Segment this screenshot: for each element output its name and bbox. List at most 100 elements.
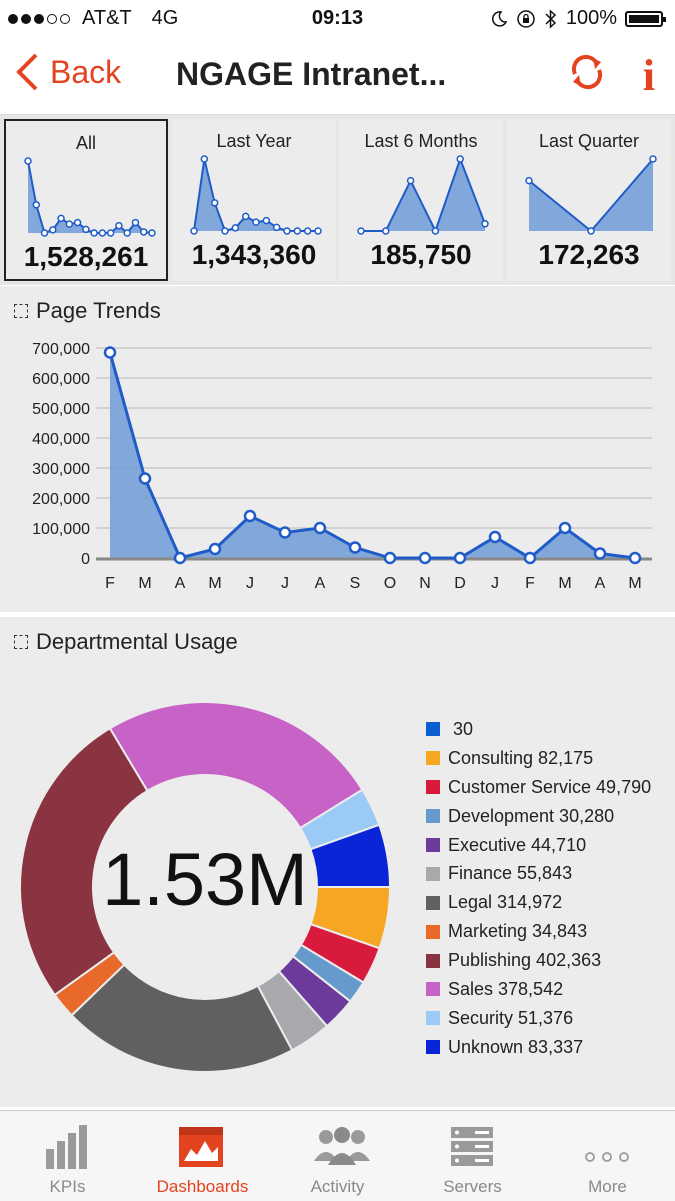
- tab-label: Activity: [270, 1177, 405, 1197]
- sparkline-point: [42, 230, 48, 236]
- refresh-button[interactable]: [567, 52, 607, 97]
- trend-point[interactable]: [105, 348, 115, 358]
- tile-value: 1,343,360: [172, 239, 336, 271]
- legend-item[interactable]: Unknown 83,337: [426, 1033, 651, 1062]
- trend-point[interactable]: [560, 523, 570, 533]
- chart-legend: 30 Consulting 82,175 Customer Service 49,7…: [426, 715, 651, 1062]
- more-dots-icon: [582, 1123, 632, 1171]
- expand-icon[interactable]: [14, 304, 28, 318]
- legend-label: Finance 55,843: [448, 863, 572, 884]
- x-tick-label: J: [281, 575, 289, 592]
- legend-item[interactable]: Finance 55,843: [426, 859, 651, 888]
- tile-label: All: [6, 133, 166, 154]
- legend-label: Unknown 83,337: [448, 1037, 583, 1058]
- y-tick-label: 400,000: [32, 431, 90, 448]
- legend-label: Executive 44,710: [448, 835, 586, 856]
- tab-label: KPIs: [0, 1177, 135, 1197]
- legend-label: Consulting 82,175: [448, 748, 593, 769]
- trend-point[interactable]: [315, 523, 325, 533]
- sparkline-point: [294, 228, 300, 234]
- legend-swatch: [426, 722, 440, 736]
- legend-item[interactable]: Publishing 402,363: [426, 946, 651, 975]
- x-tick-label: F: [525, 575, 535, 592]
- tile-last-quarter[interactable]: Last Quarter 172,263: [507, 119, 671, 281]
- tab-dashboards[interactable]: Dashboards: [135, 1111, 270, 1201]
- tab-kpis[interactable]: KPIs: [0, 1111, 135, 1201]
- expand-icon[interactable]: [14, 635, 28, 649]
- tile-label: Last Year: [172, 131, 336, 152]
- x-tick-label: A: [175, 575, 186, 592]
- bar-chart-icon: [42, 1123, 92, 1171]
- sparkline-area: [361, 159, 485, 231]
- trend-point[interactable]: [210, 544, 220, 554]
- sparkline-point: [149, 230, 155, 236]
- trend-point[interactable]: [140, 474, 150, 484]
- trend-point[interactable]: [385, 553, 395, 563]
- trend-point[interactable]: [525, 553, 535, 563]
- x-tick-label: O: [384, 575, 396, 592]
- legend-swatch: [426, 925, 440, 939]
- x-tick-label: M: [628, 575, 641, 592]
- sparkline-point: [191, 228, 197, 234]
- page-trends-chart: 700,000600,000500,000400,000300,000200,0…: [0, 326, 675, 606]
- y-tick-label: 100,000: [32, 521, 90, 538]
- back-button[interactable]: Back: [14, 52, 121, 92]
- trend-point[interactable]: [630, 553, 640, 563]
- sparkline-point: [650, 156, 656, 162]
- legend-swatch: [426, 896, 440, 910]
- x-tick-label: F: [105, 575, 115, 592]
- tile-last-6-months[interactable]: Last 6 Months 185,750: [339, 119, 503, 281]
- sparkline-point: [124, 230, 130, 236]
- legend-item[interactable]: Consulting 82,175: [426, 744, 651, 773]
- legend-swatch: [426, 780, 440, 794]
- legend-label: Legal 314,972: [448, 892, 562, 913]
- sparkline-point: [408, 178, 414, 184]
- sparkline-point: [263, 218, 269, 224]
- tile-all[interactable]: All 1,528,261: [4, 119, 168, 281]
- legend-item[interactable]: Marketing 34,843: [426, 917, 651, 946]
- trend-point[interactable]: [420, 553, 430, 563]
- donut-center-value: 1.53M: [0, 837, 410, 922]
- tab-servers[interactable]: Servers: [405, 1111, 540, 1201]
- legend-item[interactable]: Legal 314,972: [426, 888, 651, 917]
- trend-point[interactable]: [175, 553, 185, 563]
- trend-point[interactable]: [350, 543, 360, 553]
- legend-item[interactable]: Customer Service 49,790: [426, 773, 651, 802]
- trend-point[interactable]: [280, 528, 290, 538]
- battery-icon: [625, 11, 663, 27]
- trend-point[interactable]: [245, 511, 255, 521]
- trend-point[interactable]: [490, 532, 500, 542]
- page-trends-title: Page Trends: [36, 298, 161, 324]
- server-icon: [447, 1123, 497, 1171]
- legend-item[interactable]: 30: [426, 715, 651, 744]
- sparkline-point: [50, 227, 56, 233]
- legend-label: Sales 378,542: [448, 979, 563, 1000]
- legend-label: Security 51,376: [448, 1008, 573, 1029]
- legend-item[interactable]: Sales 378,542: [426, 975, 651, 1004]
- legend-item[interactable]: Executive 44,710: [426, 831, 651, 860]
- sparkline-point: [75, 220, 81, 226]
- period-tiles: All 1,528,261 Last Year 1,343,360 Last 6…: [0, 115, 675, 285]
- sparkline-point: [58, 215, 64, 221]
- chevron-left-icon: [14, 52, 40, 92]
- tile-label: Last 6 Months: [339, 131, 503, 152]
- info-button[interactable]: i: [643, 50, 655, 101]
- x-tick-label: J: [246, 575, 254, 592]
- legend-label: Development 30,280: [448, 806, 614, 827]
- trend-point[interactable]: [455, 553, 465, 563]
- legend-item[interactable]: Development 30,280: [426, 802, 651, 831]
- sparkline-point: [232, 225, 238, 231]
- tab-more[interactable]: More: [540, 1111, 675, 1201]
- tab-activity[interactable]: Activity: [270, 1111, 405, 1201]
- tile-last-year[interactable]: Last Year 1,343,360: [172, 119, 336, 281]
- sparkline-point: [358, 228, 364, 234]
- sparkline-point: [201, 156, 207, 162]
- dashboard-icon: [177, 1123, 227, 1171]
- x-tick-label: S: [350, 575, 361, 592]
- y-tick-label: 300,000: [32, 461, 90, 478]
- legend-item[interactable]: Security 51,376: [426, 1004, 651, 1033]
- refresh-icon: [567, 52, 607, 92]
- users-icon: [312, 1123, 372, 1171]
- trend-point[interactable]: [595, 549, 605, 559]
- y-tick-label: 500,000: [32, 401, 90, 418]
